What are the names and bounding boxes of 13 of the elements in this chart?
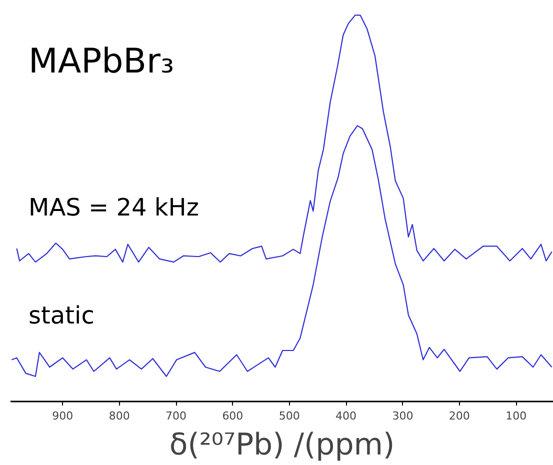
x-axis-title: δ(²⁰⁷Pb) /(ppm) <box>169 428 395 462</box>
x-tick-label: 800 <box>108 410 130 422</box>
x-tick-label: 900 <box>52 410 74 422</box>
x-tick-label: 200 <box>448 410 470 422</box>
x-tick-label: 500 <box>278 410 300 422</box>
x-tick-label: 700 <box>166 410 187 422</box>
x-tick-label: 600 <box>222 410 244 422</box>
annotation: static <box>28 302 94 330</box>
x-tick-label: 400 <box>336 410 357 422</box>
x-tick-label: 300 <box>392 410 414 422</box>
annotation: MAPbBr₃ <box>28 42 174 82</box>
annotation: MAS = 24 kHz <box>28 194 199 222</box>
x-tick-label: 100 <box>506 410 527 422</box>
